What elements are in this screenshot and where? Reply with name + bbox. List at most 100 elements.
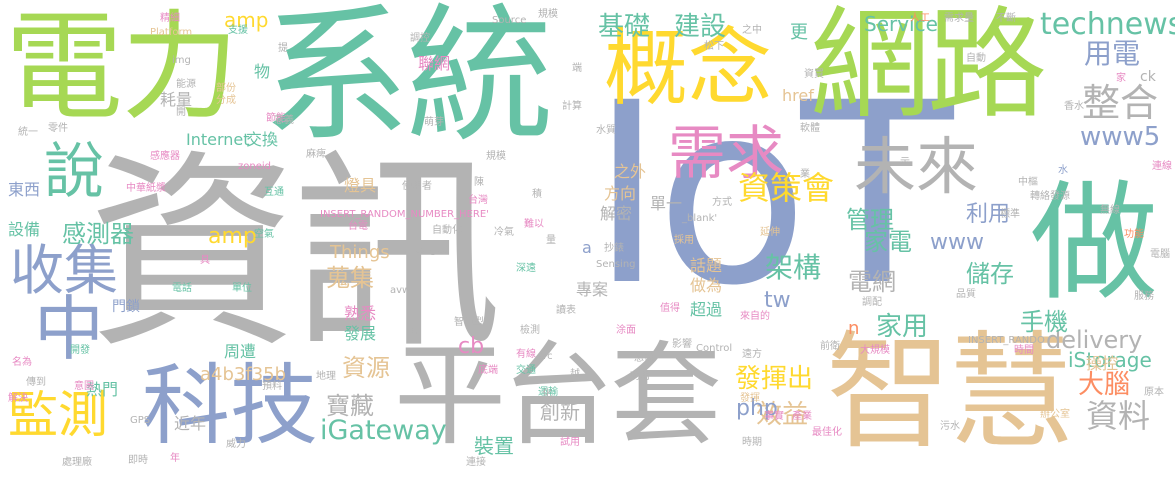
- word-shiqi: 時期: [742, 437, 762, 448]
- word-blank: _blank': [682, 213, 718, 224]
- word-jichu: 基礎: [598, 12, 651, 42]
- word-www: www: [930, 230, 984, 255]
- word-shishi: 事實: [764, 411, 784, 422]
- word-ck: ck: [1140, 69, 1156, 85]
- word-www5: www5: [1080, 122, 1161, 152]
- word-laizide: 來自的: [740, 311, 770, 322]
- word-taidian: 台電: [348, 221, 368, 232]
- word-fencheng: 分成: [216, 95, 236, 106]
- word-zhuangzhi: 裝置: [474, 434, 514, 458]
- word-gainian: 概念: [604, 19, 773, 117]
- word-yitu: 意圖: [74, 381, 94, 392]
- word-src: src: [538, 351, 553, 362]
- word-caiyong: 採用: [674, 235, 694, 246]
- word-xiangshui: 香水: [1064, 101, 1084, 112]
- word-ruanti: 軟體: [800, 123, 820, 134]
- word-jiance2: 檢測: [520, 325, 540, 336]
- word-jiemi: 解密: [600, 204, 633, 223]
- word-geng: 更: [790, 22, 808, 43]
- word-wu: 物: [254, 62, 271, 81]
- word-lianxian: 連線: [1152, 161, 1172, 172]
- word-huati: 話題: [690, 256, 723, 275]
- word-insert-random: INSERT_RANDOM_NUMBER_HERE': [320, 209, 489, 220]
- word-qian: 前: [408, 325, 418, 336]
- word-fuwu: 服務: [1134, 291, 1154, 302]
- word-gongyong: 功用: [630, 371, 650, 382]
- word-jiayong: 家用: [876, 312, 929, 342]
- word-iot: IoT: [590, 49, 953, 340]
- word-jingxi: 精細: [160, 13, 180, 24]
- word-wuxian: 無線: [1100, 205, 1120, 216]
- word-dianhua: 電話: [172, 283, 192, 294]
- word-zhihui: 智慧: [826, 319, 1074, 466]
- word-zimai: 資買: [804, 69, 824, 80]
- word-zhihuixing: 智慧型: [454, 317, 484, 328]
- word-target: target: [416, 245, 447, 256]
- word-xitong: 系統: [262, 0, 554, 162]
- word-shouji2: 手機: [1020, 308, 1068, 336]
- word-zuijiahua: 最佳化: [812, 427, 842, 438]
- word-biaozhun: 標準: [1000, 209, 1020, 220]
- word-shebei: 設備: [8, 220, 41, 239]
- word-ziyuan: 資源: [342, 354, 390, 382]
- word-shijian: 時間: [1014, 345, 1034, 356]
- word-daguimo: 大規模: [860, 345, 890, 356]
- word-souji: 蒐集: [326, 264, 374, 292]
- word-liang: 量: [546, 235, 556, 246]
- word-cb: cb: [458, 334, 485, 359]
- word-zhenghe: 整合: [1082, 81, 1159, 125]
- word-remen: 熱門: [86, 380, 119, 399]
- word-chulichang: 處理廠: [62, 457, 92, 468]
- word-yuanben: 原本: [1144, 387, 1164, 398]
- word-nengyuan: 能源: [176, 79, 196, 90]
- word-fazhan: 發展: [344, 324, 377, 343]
- word-shi: 示: [900, 157, 910, 168]
- word-chanye: 產業: [792, 411, 812, 422]
- word-mabi: 麻痺: [306, 149, 326, 160]
- word-guimo2: 規模: [486, 151, 506, 162]
- word-kaifa: 開發: [70, 345, 90, 356]
- word-zhong: 中: [34, 288, 104, 370]
- word-shenyuan: 深遠: [516, 263, 536, 274]
- word-zhongshu: 中樞: [1018, 177, 1038, 188]
- word-jiance: 監測: [8, 386, 108, 444]
- word-mingwei: 名為: [12, 357, 32, 368]
- word-shouji: 收集: [10, 239, 118, 302]
- word-zidonghua: 自動化: [432, 225, 462, 236]
- word-shiyong: 試用: [560, 437, 580, 448]
- word-lianwang: 聯網: [418, 54, 451, 73]
- word-n: n: [848, 318, 860, 339]
- word-danao: 大腦: [1078, 370, 1131, 400]
- word-jiaohuan: 交換: [246, 130, 279, 149]
- word-dianwang: 電網: [848, 268, 896, 296]
- word-pingtaitao: 平台套: [394, 331, 722, 461]
- word-kong: 控: [352, 395, 362, 406]
- word-dengju: 燈具: [344, 176, 377, 195]
- word-shui: 水: [1058, 165, 1068, 176]
- word-hutong: 互通: [264, 187, 284, 198]
- word-ganyingqi: 感應器: [150, 151, 180, 162]
- word-wushui: 污水: [940, 421, 960, 432]
- word-jiaotong: 交通: [516, 365, 536, 376]
- word-gongneng: 功能: [1124, 229, 1144, 240]
- word-jieneng: 節能: [266, 113, 286, 124]
- word-jinnian: 近年: [174, 414, 207, 433]
- word-platform: Platform: [150, 27, 193, 38]
- word-wanglu: 網路: [810, 0, 1047, 135]
- word-youxian: 有線: [516, 349, 536, 360]
- word-hua: 化: [542, 389, 552, 400]
- word-yiyi: 意義: [274, 115, 294, 126]
- word-mengya: 萌芽: [424, 117, 444, 128]
- word-service: Service: [864, 12, 938, 36]
- word-ziliao: 資料: [1086, 397, 1151, 435]
- word-zhiwai: 之外: [614, 162, 647, 181]
- word-qianwei: 前衛: [820, 341, 840, 352]
- word-zoneid: zoneid: [238, 161, 271, 172]
- word-haoliang: 耗量: [160, 90, 193, 109]
- word-xuqiuliang: 需求量: [944, 13, 974, 24]
- word-xiangxiang: 想像: [634, 353, 654, 364]
- word-lianjie: 連接: [466, 457, 486, 468]
- word-baozang: 寶藏: [326, 392, 374, 420]
- word-yongdian: 用電: [1084, 37, 1141, 70]
